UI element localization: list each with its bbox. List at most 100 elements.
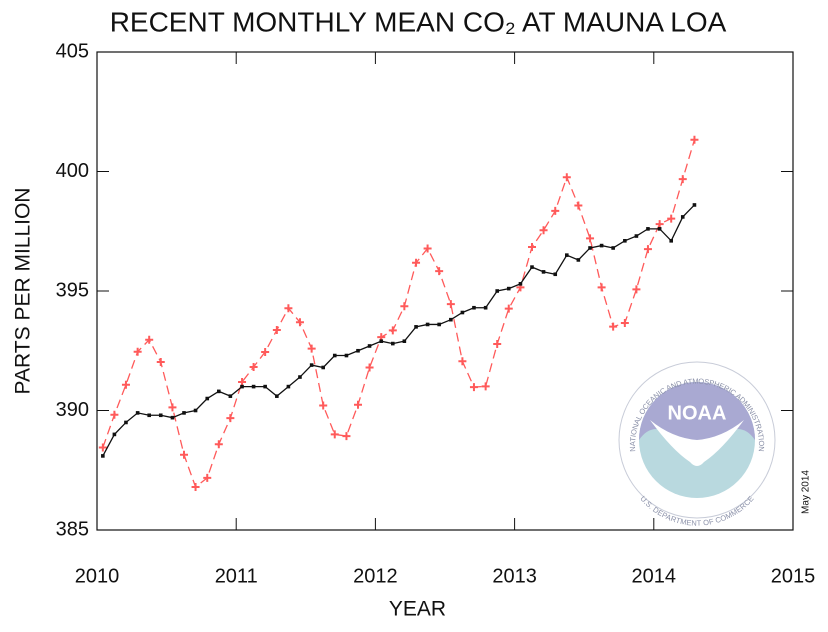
data-point xyxy=(680,215,685,219)
data-point xyxy=(133,347,142,356)
data-point xyxy=(632,285,641,294)
data-point xyxy=(156,357,165,366)
data-point xyxy=(193,408,198,413)
data-point xyxy=(423,244,432,253)
data-point xyxy=(110,410,119,419)
logo-label: NOAA xyxy=(668,402,727,424)
data-point xyxy=(655,220,664,229)
data-point xyxy=(286,384,291,389)
data-point xyxy=(678,175,687,184)
data-point xyxy=(298,375,302,379)
x-tick-label: 2015 xyxy=(771,565,816,587)
y-tick-label: 395 xyxy=(56,279,89,301)
data-point xyxy=(344,353,349,358)
data-point xyxy=(330,430,339,439)
data-point xyxy=(238,378,247,387)
data-point xyxy=(356,348,360,353)
data-point xyxy=(634,234,639,238)
data-point xyxy=(342,432,351,441)
data-point xyxy=(425,322,430,327)
logo-sky xyxy=(639,382,755,455)
data-point xyxy=(657,227,662,231)
data-point xyxy=(518,282,523,286)
data-point xyxy=(124,420,128,425)
data-point xyxy=(121,380,130,389)
data-point xyxy=(249,363,258,372)
data-point xyxy=(669,239,673,243)
data-point xyxy=(435,267,444,276)
data-point xyxy=(623,239,627,243)
data-point xyxy=(135,411,140,415)
y-tick-label: 385 xyxy=(56,518,89,540)
data-point xyxy=(272,325,281,334)
data-point xyxy=(379,339,384,343)
data-point xyxy=(551,206,560,215)
data-point xyxy=(168,403,177,412)
data-point xyxy=(504,304,513,313)
data-point xyxy=(275,394,279,398)
data-point xyxy=(528,243,536,252)
data-point xyxy=(599,243,604,248)
data-point xyxy=(574,201,583,210)
data-point xyxy=(214,440,223,449)
data-point xyxy=(611,246,615,250)
data-point xyxy=(690,135,699,144)
data-point xyxy=(446,300,455,309)
data-point xyxy=(412,258,421,267)
data-point xyxy=(460,310,465,315)
data-point xyxy=(226,414,235,423)
data-point xyxy=(493,340,502,349)
data-point xyxy=(414,325,418,329)
annotation: May 2014 xyxy=(801,470,812,514)
data-point xyxy=(597,283,606,292)
y-tick-label: 405 xyxy=(56,40,89,62)
data-point xyxy=(170,415,175,420)
y-tick-label: 390 xyxy=(56,399,89,421)
data-point xyxy=(228,394,233,398)
data-point xyxy=(319,401,328,410)
data-point xyxy=(565,253,569,257)
data-point xyxy=(354,400,362,409)
series-line xyxy=(102,204,695,457)
data-point xyxy=(449,317,453,322)
data-point xyxy=(586,234,595,243)
data-point xyxy=(251,384,256,389)
data-point xyxy=(191,482,200,491)
data-point xyxy=(588,246,592,250)
data-point xyxy=(609,322,618,331)
data-point xyxy=(145,335,154,344)
data-point xyxy=(147,413,151,418)
logo-bird xyxy=(650,420,744,466)
data-point xyxy=(263,384,267,389)
data-point xyxy=(101,454,105,458)
data-point xyxy=(321,365,325,370)
data-point xyxy=(539,226,548,235)
data-point xyxy=(332,353,337,358)
data-point xyxy=(402,339,407,343)
data-point xyxy=(112,432,117,437)
x-tick-label: 2011 xyxy=(215,565,258,587)
data-point xyxy=(437,322,441,327)
data-point xyxy=(295,318,304,327)
data-point xyxy=(309,363,314,367)
x-tick-label: 2012 xyxy=(353,565,398,587)
y-tick-label: 400 xyxy=(56,160,89,182)
data-point xyxy=(367,344,372,348)
data-point xyxy=(667,214,676,223)
data-point xyxy=(182,411,186,415)
x-tick-label: 2013 xyxy=(492,565,537,587)
data-point xyxy=(483,305,488,310)
noaa-logo: NOAA NATIONAL OCEANIC AND ATMOSPHERIC AD… xyxy=(618,361,776,528)
data-point xyxy=(692,203,697,207)
data-point xyxy=(284,304,293,313)
data-point xyxy=(240,384,244,389)
data-point xyxy=(388,326,397,335)
data-point xyxy=(530,265,534,269)
data-point xyxy=(562,173,571,182)
x-tick-label: 2014 xyxy=(632,565,677,587)
x-axis-label: YEAR xyxy=(389,598,446,621)
data-point xyxy=(203,473,212,482)
y-axis-label: PARTS PER MILLION xyxy=(12,188,35,395)
data-point xyxy=(553,272,558,277)
data-point xyxy=(620,319,629,328)
